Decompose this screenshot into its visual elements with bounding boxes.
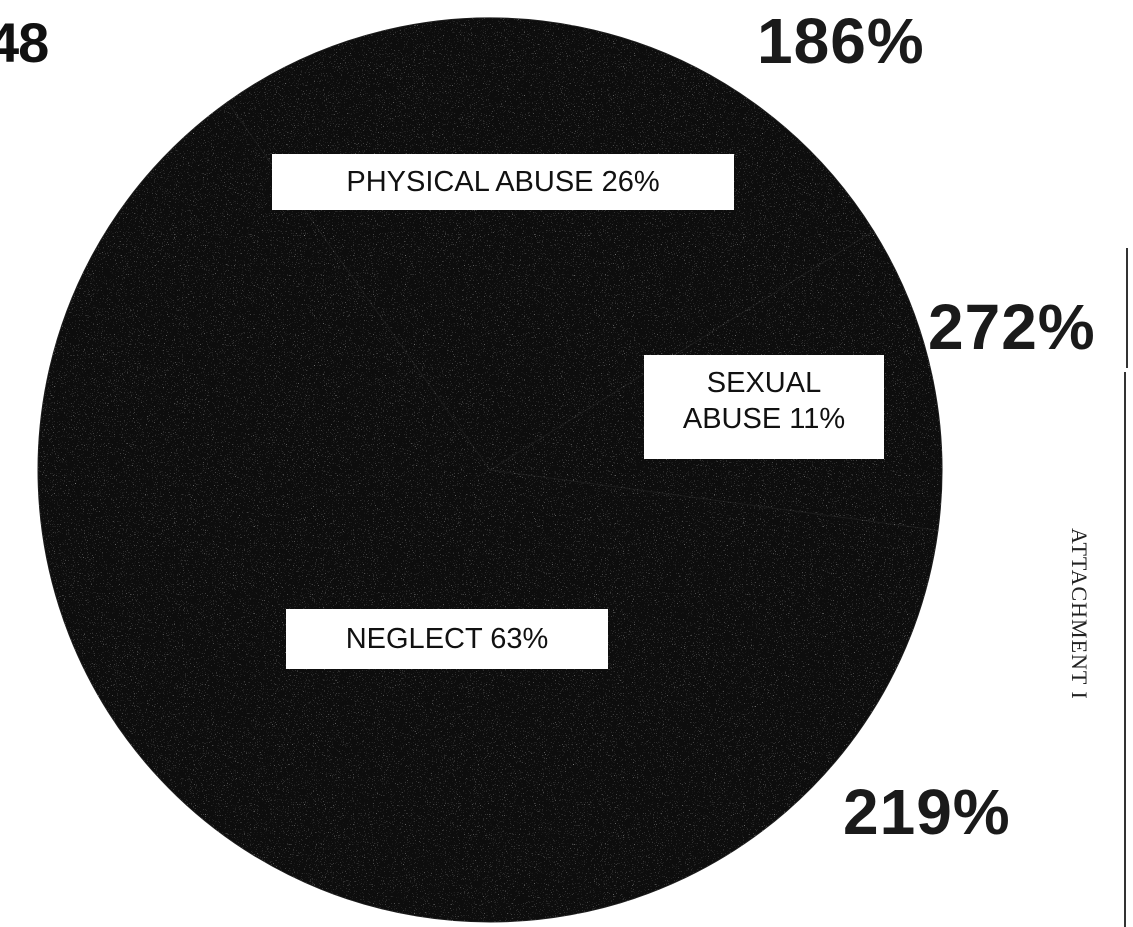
page-edge-line xyxy=(1124,372,1126,927)
attachment-label: ATTACHMENT I xyxy=(1067,528,1092,700)
slice-label-physical-abuse: PHYSICAL ABUSE 26% xyxy=(272,154,734,210)
slice-label-sexual-line-1: SEXUAL xyxy=(706,367,822,399)
slice-label-sexual-abuse: SEXUAL ABUSE 11% xyxy=(644,355,884,459)
slice-label-neglect: NEGLECT 63% xyxy=(286,609,608,669)
pie-texture xyxy=(38,18,942,922)
slice-label-sexual-line-2: ABUSE 11% xyxy=(682,403,846,435)
growth-value-neglect: 219% xyxy=(843,776,1011,848)
growth-value-physical-abuse: 186% xyxy=(757,5,925,77)
growth-value-sexual-abuse: 272% xyxy=(928,291,1096,363)
page-number: 48 xyxy=(0,11,49,74)
page-edge-line xyxy=(1126,248,1128,368)
